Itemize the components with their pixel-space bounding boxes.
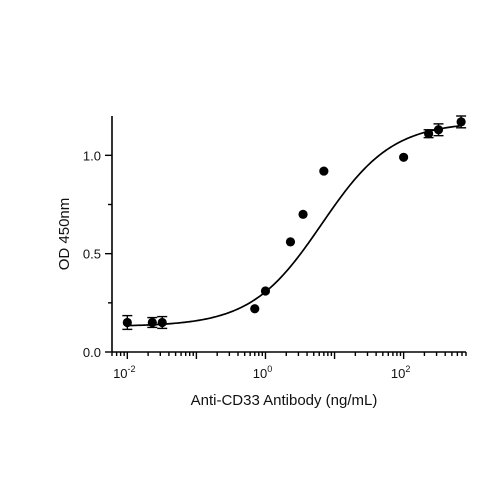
data-point — [285, 237, 296, 247]
data-points — [122, 115, 467, 331]
data-point — [456, 115, 467, 129]
fit-curve — [127, 124, 463, 327]
data-marker — [260, 286, 271, 296]
y-tick-label: 0.0 — [83, 345, 101, 360]
data-point — [157, 315, 168, 330]
data-point — [260, 286, 271, 296]
y-tick-label: 0.5 — [83, 247, 101, 262]
x-tick-label: 100 — [253, 364, 272, 381]
data-point — [122, 314, 133, 331]
data-marker — [298, 209, 308, 219]
y-axis-title: OD 450nm — [56, 198, 73, 271]
data-marker — [147, 317, 157, 328]
y-ticks: 0.0 0.5 1.0 — [83, 148, 112, 360]
x-ticks: 10-2 100 102 — [113, 364, 410, 381]
x-axis-title: Anti-CD33 Antibody (ng/mL) — [191, 392, 378, 409]
data-marker — [157, 317, 167, 328]
x-tick-label: 102 — [391, 364, 410, 381]
data-point — [399, 152, 409, 162]
data-marker — [399, 152, 409, 162]
y-tick-label: 1.0 — [83, 148, 101, 163]
data-marker — [122, 317, 132, 328]
data-point — [433, 123, 444, 137]
data-point — [319, 166, 329, 176]
data-marker — [433, 125, 444, 135]
x-tick-label: 10-2 — [113, 364, 135, 381]
x-minor-ticks — [111, 352, 467, 359]
data-point — [423, 129, 434, 139]
data-marker — [456, 117, 466, 127]
data-marker — [285, 237, 296, 247]
data-marker — [319, 166, 329, 176]
data-marker — [250, 304, 260, 314]
data-point — [147, 316, 158, 329]
data-point — [298, 209, 308, 219]
data-point — [250, 304, 260, 314]
data-marker — [424, 129, 434, 139]
